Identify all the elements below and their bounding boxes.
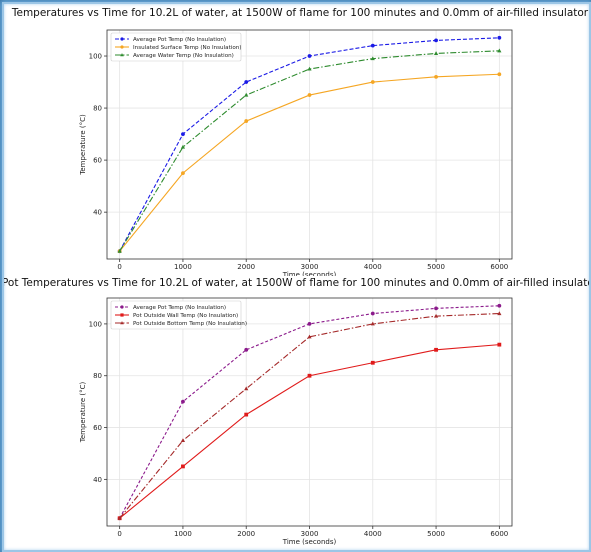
x-tick-label: 3000 <box>301 530 319 538</box>
data-point <box>244 386 249 391</box>
data-point <box>370 321 375 326</box>
data-point <box>244 347 249 352</box>
x-tick-label: 5000 <box>427 530 445 538</box>
legend-entry: Insulated Surface Temp (No Insulation) <box>133 45 241 51</box>
data-point <box>370 360 375 365</box>
legend-entry: Pot Outside Wall Temp (No Insulation) <box>133 313 238 319</box>
legend <box>110 300 242 330</box>
data-point <box>117 515 122 520</box>
data-point <box>434 306 438 311</box>
data-point <box>244 92 249 97</box>
y-axis-label: Temperature (°C) <box>79 382 87 444</box>
data-point <box>307 66 312 71</box>
y-tick-label: 100 <box>89 320 102 328</box>
legend-entry: Average Pot Temp (No Insulation) <box>133 37 226 43</box>
y-tick-label: 40 <box>93 476 102 484</box>
y-tick-label: 80 <box>93 105 102 113</box>
data-point <box>370 43 375 48</box>
data-point <box>497 35 502 40</box>
legend-marker <box>120 313 124 317</box>
x-tick-label: 1000 <box>174 263 192 271</box>
data-point <box>307 54 312 58</box>
data-point <box>117 248 122 253</box>
chart-temperatures: Temperatures vs Time for 10.2L of water,… <box>11 7 589 276</box>
data-point <box>180 438 186 443</box>
legend-entry: Average Water Temp (No Insulation) <box>133 53 234 59</box>
x-axis-label: Time (seconds) <box>282 538 337 546</box>
legend-marker <box>120 37 124 41</box>
y-tick-label: 100 <box>89 53 102 61</box>
x-axis-label: Time (seconds) <box>282 271 337 276</box>
x-tick-label: 4000 <box>364 263 382 271</box>
data-point <box>433 313 439 318</box>
data-point <box>497 342 502 347</box>
data-point <box>434 74 438 79</box>
data-point <box>180 144 186 149</box>
y-tick-label: 40 <box>93 209 102 217</box>
legend <box>110 32 242 62</box>
x-tick-label: 2000 <box>237 530 255 538</box>
data-point <box>434 347 438 352</box>
y-tick-label: 60 <box>93 157 102 165</box>
chart-title: Pot Temperatures vs Time for 10.2L of wa… <box>4 277 589 289</box>
chart-pot-temperatures: Pot Temperatures vs Time for 10.2L of wa… <box>4 277 589 546</box>
data-point <box>244 412 249 417</box>
x-tick-label: 0 <box>117 530 121 538</box>
data-point <box>181 171 185 176</box>
legend-marker <box>120 305 124 309</box>
x-tick-label: 1000 <box>174 530 192 538</box>
data-point <box>370 311 375 316</box>
data-point <box>433 51 439 55</box>
data-point <box>244 119 249 123</box>
x-tick-label: 6000 <box>490 263 508 271</box>
data-point <box>434 38 438 43</box>
data-point <box>497 303 502 308</box>
data-point <box>497 72 502 77</box>
data-point <box>497 48 502 53</box>
data-point <box>307 334 312 339</box>
legend-marker <box>120 53 124 57</box>
x-tick-label: 0 <box>117 263 121 271</box>
data-point <box>370 80 375 84</box>
x-tick-label: 6000 <box>490 530 508 538</box>
x-tick-label: 5000 <box>427 263 445 271</box>
y-tick-label: 80 <box>93 372 102 380</box>
x-tick-label: 2000 <box>237 263 255 271</box>
data-point <box>497 311 502 316</box>
y-tick-label: 60 <box>93 424 102 432</box>
legend-entry: Average Pot Temp (No Insulation) <box>133 305 226 311</box>
y-axis-label: Temperature (°C) <box>79 114 87 176</box>
legend-marker <box>120 45 124 49</box>
data-point <box>181 132 185 136</box>
legend-marker <box>120 321 124 325</box>
data-point <box>370 56 375 61</box>
x-tick-label: 3000 <box>301 263 319 271</box>
legend-entry: Pot Outside Bottom Temp (No Insulation) <box>133 321 247 327</box>
x-tick-label: 4000 <box>364 530 382 538</box>
data-point <box>307 93 312 97</box>
data-point <box>244 80 249 84</box>
chart-title: Temperatures vs Time for 10.2L of water,… <box>11 7 589 19</box>
data-point <box>181 399 185 404</box>
data-point <box>307 373 312 378</box>
data-point <box>181 464 185 469</box>
data-point <box>307 322 312 326</box>
